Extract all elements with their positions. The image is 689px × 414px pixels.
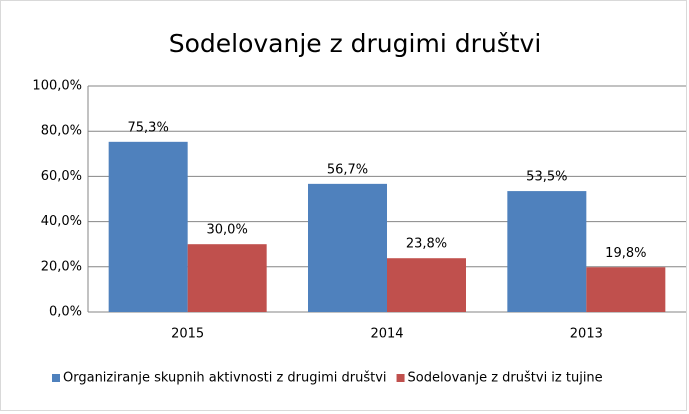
data-label: 19,8% bbox=[605, 246, 646, 261]
y-tick-label: 0,0% bbox=[49, 305, 82, 320]
x-tick-label: 2014 bbox=[370, 327, 403, 342]
legend-label: Sodelovanje z društvi iz tujine bbox=[408, 371, 603, 386]
x-tick-label: 2013 bbox=[570, 327, 603, 342]
bar bbox=[387, 258, 466, 312]
data-label: 53,5% bbox=[526, 170, 567, 185]
y-tick-label: 80,0% bbox=[41, 124, 82, 139]
legend-swatch bbox=[52, 374, 60, 382]
chart-title: Sodelovanje z drugimi društvi bbox=[169, 29, 542, 58]
bar bbox=[108, 141, 188, 312]
y-tick-label: 60,0% bbox=[41, 169, 82, 184]
data-label: 30,0% bbox=[207, 223, 248, 238]
bar bbox=[308, 183, 387, 312]
bar bbox=[586, 267, 666, 312]
y-tick-label: 20,0% bbox=[41, 259, 82, 274]
data-label: 23,8% bbox=[406, 237, 447, 252]
bar bbox=[507, 191, 587, 312]
y-tick-label: 100,0% bbox=[32, 79, 82, 94]
y-tick-label: 40,0% bbox=[41, 214, 82, 229]
data-label: 75,3% bbox=[128, 120, 169, 135]
x-tick-label: 2015 bbox=[171, 327, 204, 342]
data-label: 56,7% bbox=[327, 162, 368, 177]
legend-swatch bbox=[396, 374, 405, 382]
legend-label: Organiziranje skupnih aktivnosti z drugi… bbox=[63, 371, 387, 386]
bar bbox=[187, 244, 267, 312]
